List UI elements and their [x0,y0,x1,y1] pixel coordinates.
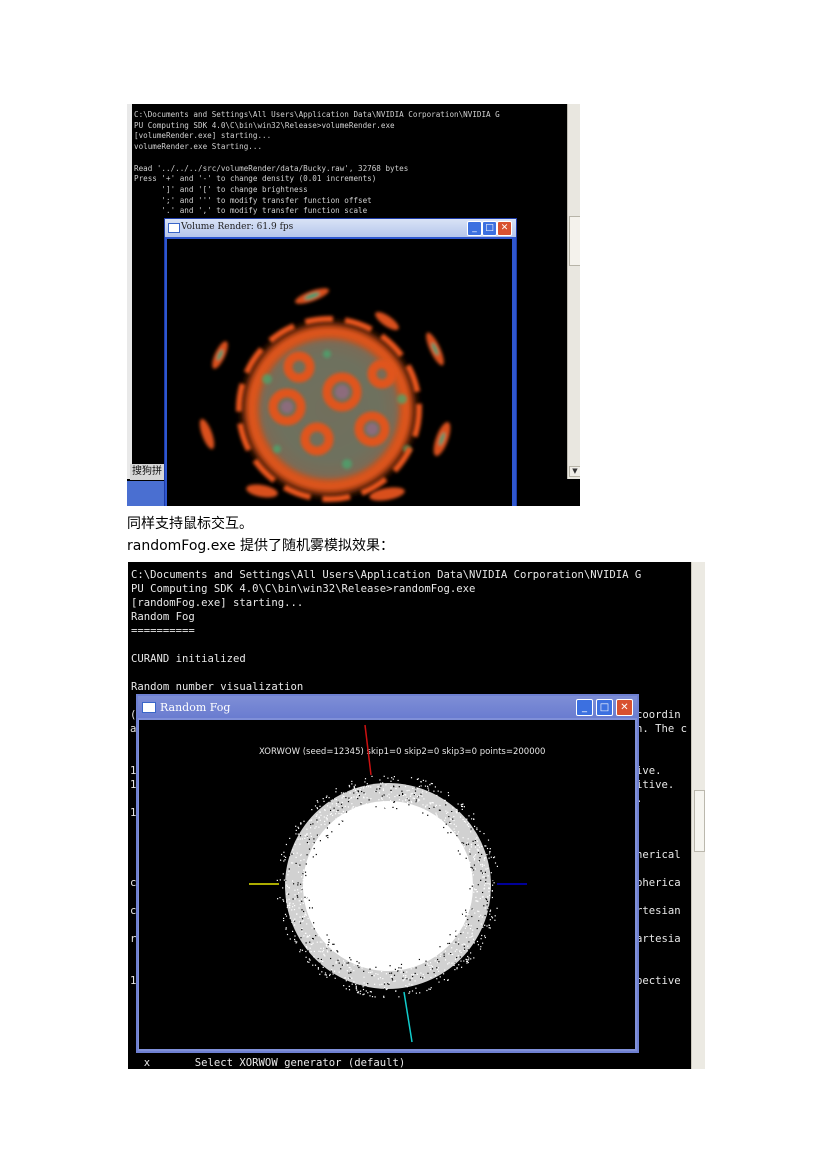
window-titlebar[interactable]: Random Fog _ □ ✕ [138,696,637,718]
ime-status[interactable]: 搜狗拼 [130,464,170,480]
minimize-button[interactable]: _ [467,221,482,236]
random-fog-screenshot: C:\Documents and Settings\All Users\Appl… [128,562,705,1069]
console-scrollbar[interactable] [691,562,705,1069]
console-output: C:\Documents and Settings\All Users\Appl… [134,110,500,216]
console-output: C:\Documents and Settings\All Users\Appl… [131,569,642,693]
maximize-button[interactable]: □ [482,221,497,236]
window-title: Random Fog [160,701,231,714]
console-bottom-line: x Select XORWOW generator (default) [131,1057,406,1069]
caption-random-fog: randomFog.exe 提供了随机雾模拟效果： [127,535,394,555]
scroll-down-arrow-icon[interactable]: ▼ [569,466,580,477]
console-right-fragments: coordin n. The c ive. itive. . herical p… [636,709,688,987]
axis-y-positive [364,724,372,776]
point-cloud-view: XORWOW (seed=12345) skip1=0 skip2=0 skip… [249,724,545,1043]
caption-text: 提供了随机雾模拟效果： [235,538,395,554]
fog-sphere-points [276,775,500,1000]
bucky-volume-image [199,288,451,502]
volume-render-screenshot: C:\Documents and Settings\All Users\Appl… [127,104,580,506]
caption-mouse-interaction: 同样支持鼠标交互。 [127,516,253,532]
console-left-fragments: ( a 1 1 1 c c r 1 [130,709,137,987]
maximize-button[interactable]: □ [596,699,613,716]
exe-name: randomFog.exe [127,538,236,554]
window-title: Volume Render: 61.9 fps [181,222,294,232]
scrollbar-thumb[interactable] [569,216,580,266]
window-app-icon [168,223,180,233]
window-titlebar[interactable]: Volume Render: 61.9 fps _ □ ✕ [165,219,516,237]
volume-render-window: Volume Render: 61.9 fps _ □ ✕ [164,218,517,506]
axis-y-negative [403,991,413,1043]
render-canvas[interactable]: XORWOW (seed=12345) skip1=0 skip2=0 skip… [139,720,635,1049]
generator-info-label: XORWOW (seed=12345) skip1=0 skip2=0 skip… [259,747,545,757]
console-scrollbar[interactable]: ▼ [567,104,580,479]
taskbar-fragment [127,481,167,506]
window-app-icon [142,702,156,713]
close-button[interactable]: ✕ [616,699,633,716]
random-fog-window: Random Fog _ □ ✕ XORWOW (seed=12345) ski… [136,694,639,1053]
close-button[interactable]: ✕ [497,221,512,236]
scrollbar-thumb[interactable] [694,790,705,852]
bucky-sphere [236,316,422,502]
minimize-button[interactable]: _ [576,699,593,716]
render-canvas[interactable] [167,239,512,506]
outer-fragments [199,288,451,501]
